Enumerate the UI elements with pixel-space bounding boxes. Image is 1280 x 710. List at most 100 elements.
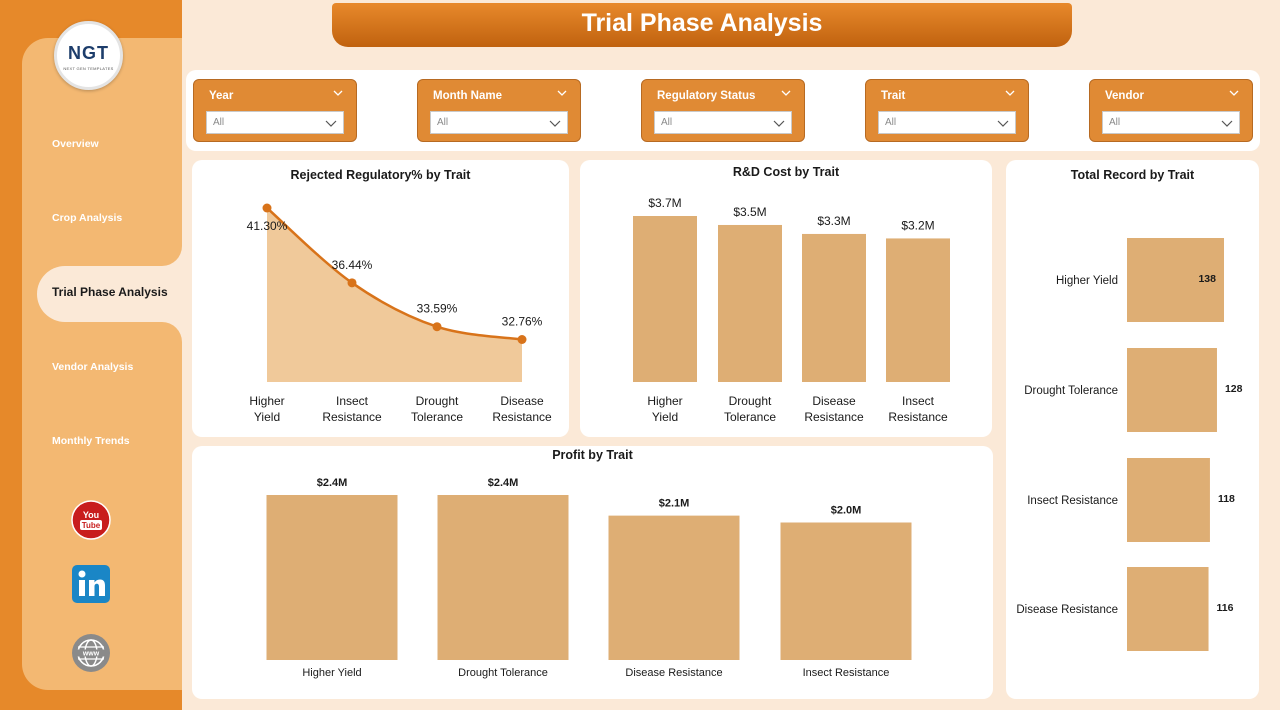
bar xyxy=(780,522,912,660)
data-label: $3.2M xyxy=(901,218,934,232)
profit-chart: $2.4M Higher Yield $2.4M Drought Tolerance $… xyxy=(266,477,912,679)
chevron-down-icon xyxy=(773,120,785,127)
x-tick-label: Insect xyxy=(336,394,369,408)
chevron-down-icon[interactable] xyxy=(780,87,792,99)
filter-trait-select[interactable]: All xyxy=(878,111,1016,134)
data-label: $3.3M xyxy=(817,214,850,228)
data-label: 32.76% xyxy=(502,315,543,329)
x-tick-label: Insect Resistance xyxy=(803,667,890,679)
x-tick-label: Drought xyxy=(729,394,772,408)
nav-item-monthly-trends[interactable]: Monthly Trends xyxy=(52,435,130,447)
y-tick-label: Higher Yield xyxy=(1056,275,1118,287)
chart-title: Rejected Regulatory% by Trait xyxy=(290,168,471,182)
x-tick-label: Higher xyxy=(647,394,682,408)
total-record-chart: Higher Yield 138 Drought Tolerance 128 Insec… xyxy=(1016,238,1243,651)
data-point xyxy=(262,203,272,213)
bar xyxy=(437,495,569,660)
filter-month-name-select[interactable]: All xyxy=(430,111,568,134)
filter-label: Year xyxy=(209,90,234,102)
nav-curve xyxy=(162,246,182,266)
y-tick-label: Drought Tolerance xyxy=(1024,385,1118,397)
data-label: 36.44% xyxy=(332,258,373,272)
bar xyxy=(1127,458,1210,542)
data-label: 138 xyxy=(1198,273,1216,285)
x-tick-label: Resistance xyxy=(492,410,552,424)
chevron-down-icon[interactable] xyxy=(1228,87,1240,99)
bar xyxy=(1127,567,1209,651)
youtube-icon[interactable]: You Tube xyxy=(71,500,111,540)
nav-item-label: Trial Phase Analysis xyxy=(52,285,168,299)
chart-title: Total Record by Trait xyxy=(1070,168,1195,182)
x-tick-label: Resistance xyxy=(888,410,948,424)
data-label: 118 xyxy=(1218,493,1235,505)
svg-text:You: You xyxy=(83,510,99,520)
svg-text:Tube: Tube xyxy=(82,521,101,530)
chevron-down-icon xyxy=(1221,120,1233,127)
chart-title: R&D Cost by Trait xyxy=(732,165,840,179)
x-tick-label: Higher xyxy=(249,394,284,408)
y-tick-label: Disease Resistance xyxy=(1016,604,1118,616)
page-title: Trial Phase Analysis xyxy=(581,9,823,37)
nav-curve xyxy=(162,322,182,342)
bar xyxy=(1127,348,1217,432)
bar xyxy=(266,495,398,660)
x-tick-label: Disease Resistance xyxy=(625,667,722,679)
area-fill xyxy=(267,208,522,382)
data-label: 116 xyxy=(1217,602,1234,614)
x-tick-label: Drought xyxy=(416,394,459,408)
data-point xyxy=(347,278,357,288)
x-tick-label: Higher Yield xyxy=(302,667,361,679)
linkedin-icon[interactable] xyxy=(71,564,111,604)
filter-value: All xyxy=(885,117,897,128)
data-point xyxy=(517,335,527,345)
filter-regulatory-status-select[interactable]: All xyxy=(654,111,792,134)
filter-label: Month Name xyxy=(433,90,502,102)
bar xyxy=(886,238,950,382)
chevron-down-icon[interactable] xyxy=(332,87,344,99)
filter-vendor-select[interactable]: All xyxy=(1102,111,1240,134)
globe-icon[interactable]: www xyxy=(71,633,111,673)
nav-item-crop-analysis[interactable]: Crop Analysis xyxy=(52,212,123,224)
rejected-regulatory-chart: 41.30% Higher Yield 36.44% Insect Resistance 3… xyxy=(247,203,552,424)
nav-item-vendor-analysis[interactable]: Vendor Analysis xyxy=(52,361,134,373)
filter-value: All xyxy=(661,117,673,128)
x-tick-label: Disease xyxy=(812,394,856,408)
x-tick-label: Disease xyxy=(500,394,544,408)
svg-text:www: www xyxy=(82,651,100,658)
data-label: $3.5M xyxy=(733,205,766,219)
filter-vendor: Vendor All xyxy=(1089,79,1253,142)
logo: NGT NEXT GEN TEMPLATES xyxy=(54,21,123,90)
nav-item-overview[interactable]: Overview xyxy=(52,138,99,150)
x-tick-label: Tolerance xyxy=(411,410,463,424)
bar xyxy=(802,233,866,382)
rd-cost-chart: $3.7M Higher Yield $3.5M Drought Tolerance $3.… xyxy=(633,196,950,424)
chevron-down-icon[interactable] xyxy=(556,87,568,99)
filter-year-select[interactable]: All xyxy=(206,111,344,134)
total-record-chart-card: Total Record by Trait Higher Yield 138 Dro… xyxy=(1006,160,1259,699)
data-label: $2.0M xyxy=(831,505,862,517)
filter-value: All xyxy=(437,117,449,128)
filter-year: Year All xyxy=(193,79,357,142)
filter-value: All xyxy=(213,117,225,128)
x-tick-label: Yield xyxy=(254,410,280,424)
nav-item-trial-phase-analysis[interactable]: Trial Phase Analysis xyxy=(37,266,183,322)
data-label: $2.4M xyxy=(488,477,519,489)
filter-value: All xyxy=(1109,117,1121,128)
x-tick-label: Yield xyxy=(652,410,678,424)
x-tick-label: Resistance xyxy=(322,410,382,424)
data-point xyxy=(432,322,442,332)
series-line xyxy=(266,207,523,341)
profit-chart-card: Profit by Trait $2.4M Higher Yield $2.4M Dr… xyxy=(192,446,993,699)
filter-trait: Trait All xyxy=(865,79,1029,142)
y-tick-label: Insect Resistance xyxy=(1027,495,1118,507)
filter-month-name: Month Name All xyxy=(417,79,581,142)
x-tick-label: Drought Tolerance xyxy=(458,667,548,679)
bar xyxy=(718,224,782,382)
data-label: 41.30% xyxy=(247,219,288,233)
chevron-down-icon[interactable] xyxy=(1004,87,1016,99)
page-title-bar: Trial Phase Analysis xyxy=(332,3,1072,47)
data-label: $2.4M xyxy=(317,477,348,489)
bar xyxy=(608,515,740,660)
bar xyxy=(633,216,697,382)
data-label: $3.7M xyxy=(648,196,681,210)
